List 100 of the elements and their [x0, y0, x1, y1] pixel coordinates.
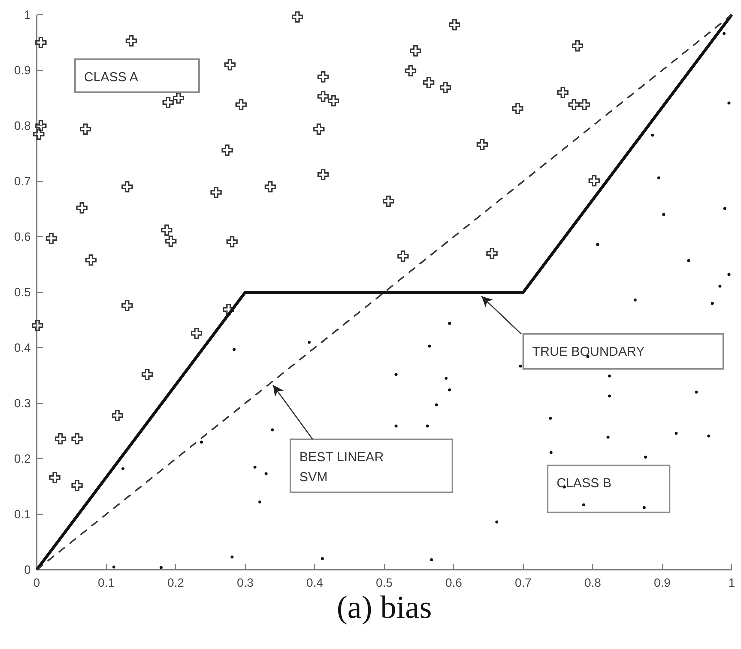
point — [191, 328, 202, 340]
point — [80, 124, 92, 135]
point — [328, 95, 340, 107]
point — [435, 404, 438, 407]
annotation: CLASS A — [84, 69, 139, 84]
point — [398, 250, 409, 262]
point — [160, 566, 163, 570]
point — [166, 236, 177, 248]
point — [642, 506, 646, 510]
point — [254, 466, 257, 469]
point — [318, 169, 329, 180]
point — [430, 558, 434, 562]
point — [695, 390, 698, 394]
x-tick-label: 0.8 — [584, 576, 602, 590]
point — [112, 566, 116, 569]
point — [258, 500, 262, 504]
point — [718, 284, 722, 288]
annotation: BEST LINEAR SVM — [300, 450, 384, 485]
point — [728, 102, 731, 105]
point — [222, 144, 234, 156]
point — [46, 233, 58, 244]
y-tick-label: 0.8 — [14, 119, 32, 133]
point — [572, 40, 584, 52]
point — [444, 377, 448, 380]
x-tick-label: 0.6 — [446, 576, 463, 590]
point — [634, 298, 637, 302]
x-tick-label: 0.4 — [306, 576, 324, 590]
point — [162, 97, 174, 108]
x-tick-label: 1 — [728, 576, 736, 590]
point — [394, 424, 398, 428]
point — [72, 433, 83, 445]
point — [423, 77, 435, 88]
point — [236, 99, 247, 111]
point — [112, 410, 124, 422]
point — [405, 65, 417, 77]
point — [448, 388, 452, 392]
point — [264, 181, 276, 193]
point — [662, 213, 666, 216]
point — [651, 134, 654, 137]
x-tick-label: 0.9 — [654, 576, 672, 590]
annotation: CLASS B — [556, 476, 612, 491]
point — [292, 12, 304, 23]
point — [32, 320, 44, 332]
point — [383, 196, 394, 208]
x-tick-label: 0.7 — [515, 576, 532, 590]
point — [86, 254, 97, 266]
point — [708, 434, 711, 438]
point — [318, 90, 329, 102]
point — [226, 236, 238, 248]
point — [321, 557, 324, 560]
point — [223, 304, 234, 316]
point — [674, 432, 678, 435]
point — [557, 87, 569, 98]
point — [512, 103, 524, 114]
point — [210, 186, 222, 198]
point — [142, 369, 154, 380]
point — [588, 175, 600, 187]
point — [711, 302, 714, 306]
point — [448, 322, 452, 326]
point — [200, 440, 204, 444]
y-tick-label: 0.7 — [14, 174, 32, 188]
point — [122, 468, 125, 470]
point — [519, 364, 522, 368]
point — [724, 207, 727, 210]
point — [264, 472, 268, 476]
point — [122, 300, 133, 312]
x-tick-label: 0.3 — [237, 576, 254, 590]
point — [271, 428, 274, 432]
x-tick-label: 0.5 — [376, 576, 394, 590]
text: (a) bias — [336, 589, 432, 625]
point — [72, 480, 83, 492]
point — [582, 504, 586, 507]
point — [308, 340, 311, 344]
point — [224, 59, 236, 71]
point — [608, 394, 612, 398]
point — [658, 176, 661, 180]
y-tick-label: 0.9 — [14, 64, 32, 78]
point — [486, 248, 498, 260]
point — [410, 45, 422, 57]
x-tick-label: 0.1 — [98, 576, 116, 590]
point — [550, 451, 553, 454]
point — [161, 224, 173, 236]
point — [428, 344, 432, 348]
point — [33, 128, 45, 140]
point — [728, 273, 731, 276]
point — [606, 436, 610, 439]
point — [579, 99, 590, 111]
y-tick-label: 0.2 — [14, 452, 32, 466]
point — [314, 124, 325, 135]
point — [126, 35, 138, 47]
point — [687, 259, 690, 262]
point — [549, 416, 552, 420]
point — [426, 424, 430, 428]
x-tick-label: 0 — [34, 576, 41, 590]
y-tick-label: 0.5 — [14, 286, 32, 300]
point — [232, 348, 236, 352]
point — [722, 32, 726, 36]
point — [36, 37, 47, 48]
point — [49, 472, 61, 484]
point — [644, 456, 648, 459]
